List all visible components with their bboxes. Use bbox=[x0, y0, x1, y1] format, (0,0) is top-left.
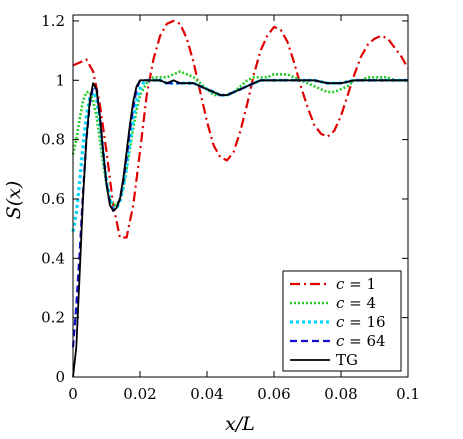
series-line-5 bbox=[72, 79, 408, 378]
y-tick-label: 0.6 bbox=[41, 190, 65, 208]
x-tick-label: 0.06 bbox=[257, 385, 290, 403]
x-axis-label: x/L bbox=[225, 413, 255, 435]
ticks-layer: 0 0.02 0.04 0.06 0.08 0.1 0 0.2 0.4 0.6 0.8 1 1.2 bbox=[41, 12, 420, 403]
y-tick-label: 1.2 bbox=[41, 12, 65, 30]
legend-label: c = 64 bbox=[336, 332, 386, 350]
legend-label: c = 1 bbox=[336, 275, 376, 293]
legend-label: TG bbox=[336, 351, 358, 369]
series-line-1 bbox=[72, 19, 409, 239]
y-tick-label: 1 bbox=[55, 71, 65, 89]
series-line-3 bbox=[71, 78, 408, 232]
series-layer bbox=[71, 19, 409, 378]
y-tick-label: 0.2 bbox=[41, 309, 65, 327]
y-tick-label: 0 bbox=[55, 368, 65, 386]
x-tick-label: 0.02 bbox=[123, 385, 156, 403]
legend-label: c = 4 bbox=[336, 294, 376, 312]
y-tick-label: 0.8 bbox=[41, 131, 65, 149]
x-tick-label: 0.04 bbox=[190, 385, 223, 403]
legend-label: c = 16 bbox=[336, 313, 386, 331]
plot-frame bbox=[72, 14, 409, 378]
x-tick-label: 0.1 bbox=[396, 385, 420, 403]
x-tick-label: 0.08 bbox=[324, 385, 357, 403]
y-axis-label: S(x) bbox=[3, 181, 25, 220]
y-tick-label: 0.4 bbox=[41, 249, 65, 267]
x-tick-label: 0 bbox=[68, 385, 78, 403]
